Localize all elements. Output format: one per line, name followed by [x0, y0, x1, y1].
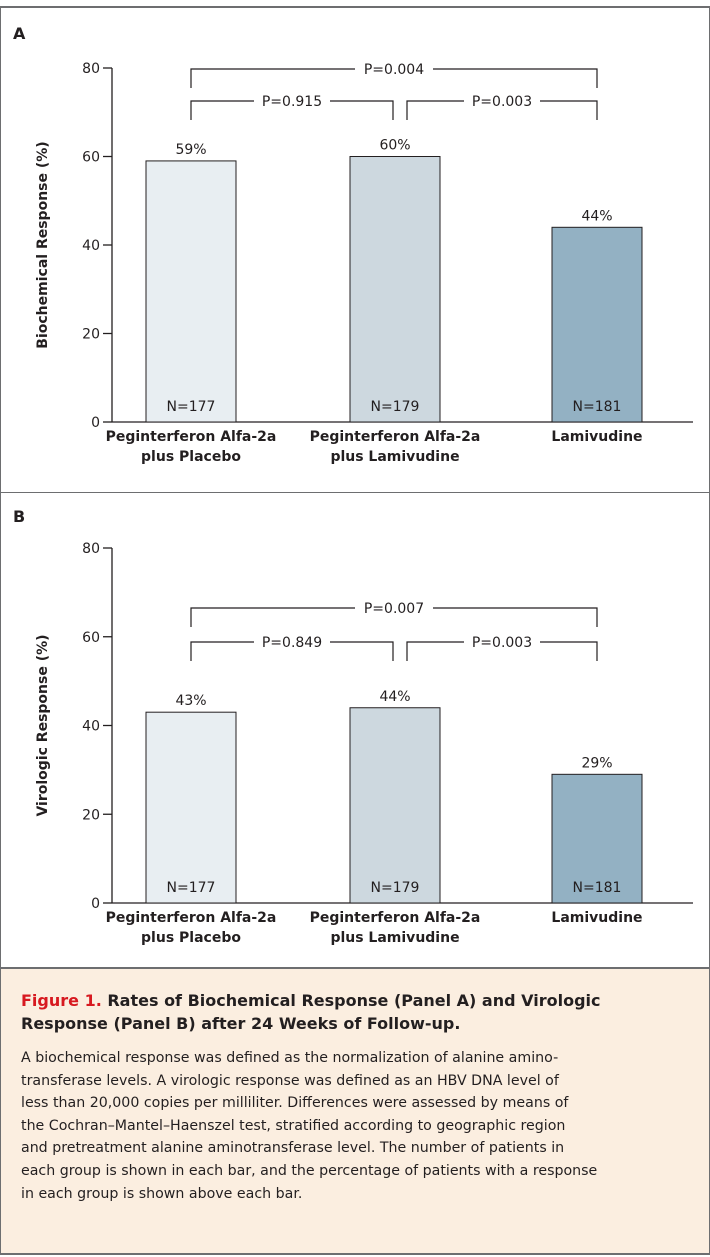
- y-tick-label: 60: [82, 630, 100, 646]
- y-tick-label: 20: [82, 327, 100, 343]
- x-tick-label: Peginterferon Alfa-2a: [310, 429, 481, 445]
- caption-line: each group is shown in each bar, and the…: [21, 1162, 598, 1179]
- bar-n-label: N=181: [573, 880, 622, 896]
- caption-title-text: Rates of Biochemical Response (Panel A) …: [21, 991, 601, 1033]
- bar-n-label: N=179: [371, 399, 420, 415]
- x-tick-label: Peginterferon Alfa-2a: [106, 429, 277, 445]
- caption-line: transferase levels. A virologic response…: [21, 1072, 559, 1089]
- p-value-label: P=0.849: [262, 635, 322, 651]
- y-tick-label: 0: [91, 896, 100, 912]
- x-tick-label: plus Lamivudine: [330, 930, 459, 946]
- p-value-label: P=0.003: [472, 94, 532, 110]
- y-axis-label: Virologic Response (%): [35, 634, 51, 816]
- bar-n-label: N=179: [371, 880, 420, 896]
- bar: [145, 711, 237, 904]
- bar-n-label: N=177: [167, 880, 216, 896]
- p-value-label: P=0.004: [364, 62, 424, 78]
- x-tick-label: plus Lamivudine: [330, 449, 459, 465]
- caption-line: and pretreatment alanine aminotransferas…: [21, 1140, 565, 1157]
- p-value-label: P=0.003: [472, 635, 532, 651]
- bar-value-label: 29%: [581, 755, 612, 771]
- caption-line: A biochemical response was defined as th…: [21, 1050, 559, 1066]
- significance-bracket: [406, 641, 598, 661]
- bar-value-label: 44%: [379, 689, 410, 705]
- significance-bracket: [190, 100, 394, 120]
- caption-line: the Cochran–Mantel–Haenszel test, strati…: [21, 1117, 566, 1134]
- significance-bracket: [406, 100, 598, 120]
- panel-label: A: [13, 24, 26, 43]
- figure-label: Figure 1.: [21, 991, 102, 1010]
- p-value-label: P=0.007: [364, 601, 424, 617]
- bar-value-label: 44%: [581, 208, 612, 224]
- figure-caption: Figure 1. Rates of Biochemical Response …: [0, 969, 710, 1255]
- significance-bracket: [190, 68, 598, 88]
- panel-b: B Virologic Response (%) 0 20 40 60 80 43% N=17…: [0, 491, 710, 969]
- significance-bracket: [190, 641, 394, 661]
- bar-value-label: 43%: [175, 693, 206, 709]
- caption-line: less than 20,000 copies per milliliter. …: [21, 1095, 569, 1112]
- x-tick-label: Lamivudine: [551, 910, 642, 926]
- chart-biochemical-response: Biochemical Response (%) 0 20 40 60 80 59% N=17…: [35, 61, 693, 465]
- y-tick-label: 20: [82, 807, 100, 823]
- caption-line: in each group is shown above each bar.: [21, 1185, 303, 1202]
- y-tick-label: 40: [82, 719, 100, 735]
- chart-virologic-response: Virologic Response (%) 0 20 40 60 80 43% N=177 P…: [35, 541, 693, 946]
- x-tick-label: Peginterferon Alfa-2a: [310, 910, 481, 926]
- caption-title: Figure 1. Rates of Biochemical Response …: [21, 989, 691, 1035]
- significance-bracket: [190, 607, 598, 627]
- bar-value-label: 59%: [175, 142, 206, 158]
- bar: [551, 226, 643, 423]
- bar: [349, 156, 441, 423]
- bar-n-label: N=177: [167, 399, 216, 415]
- p-value-label: P=0.915: [262, 94, 322, 110]
- y-tick-label: 60: [82, 150, 100, 166]
- panel-label: B: [13, 507, 26, 526]
- bar: [551, 773, 643, 904]
- x-tick-label: Peginterferon Alfa-2a: [106, 910, 277, 926]
- bar: [349, 707, 441, 904]
- x-tick-label: Lamivudine: [551, 429, 642, 445]
- bar-n-label: N=181: [573, 399, 622, 415]
- y-tick-label: 80: [82, 541, 100, 557]
- y-tick-label: 80: [82, 61, 100, 77]
- caption-body: A biochemical response was defined as th…: [21, 1047, 697, 1205]
- x-tick-label: plus Placebo: [141, 449, 241, 465]
- y-tick-label: 40: [82, 238, 100, 254]
- y-axis-label: Biochemical Response (%): [35, 141, 51, 348]
- bar-value-label: 60%: [379, 138, 410, 154]
- panel-a: A Biochemical Response (%) 0 20 40 60 80 59% N=…: [0, 6, 710, 493]
- bar: [145, 160, 237, 423]
- x-tick-label: plus Placebo: [141, 930, 241, 946]
- y-tick-label: 0: [91, 415, 100, 431]
